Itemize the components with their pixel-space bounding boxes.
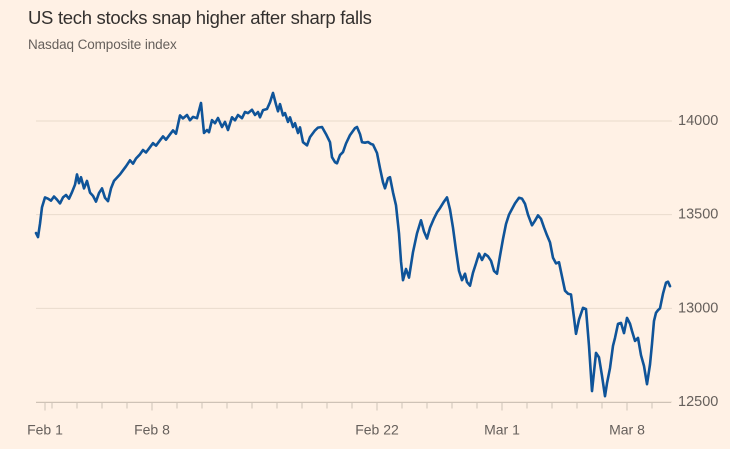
x-axis-label: Mar 1 (484, 421, 520, 437)
y-axis-label: 14000 (678, 113, 718, 129)
nasdaq-series-line (34, 91, 672, 398)
x-axis-label: Feb 8 (134, 421, 170, 437)
x-axis-label: Feb 22 (355, 421, 399, 437)
chart-header: US tech stocks snap higher after sharp f… (28, 6, 372, 52)
chart-title: US tech stocks snap higher after sharp f… (28, 7, 372, 28)
chart-subtitle: Nasdaq Composite index (28, 37, 177, 53)
y-axis-label: 13500 (678, 207, 718, 223)
x-axis-label: Feb 1 (27, 421, 63, 437)
x-axis-label: Mar 8 (609, 421, 645, 437)
y-axis-label: 13000 (678, 300, 718, 316)
y-axis-label: 12500 (678, 394, 718, 410)
